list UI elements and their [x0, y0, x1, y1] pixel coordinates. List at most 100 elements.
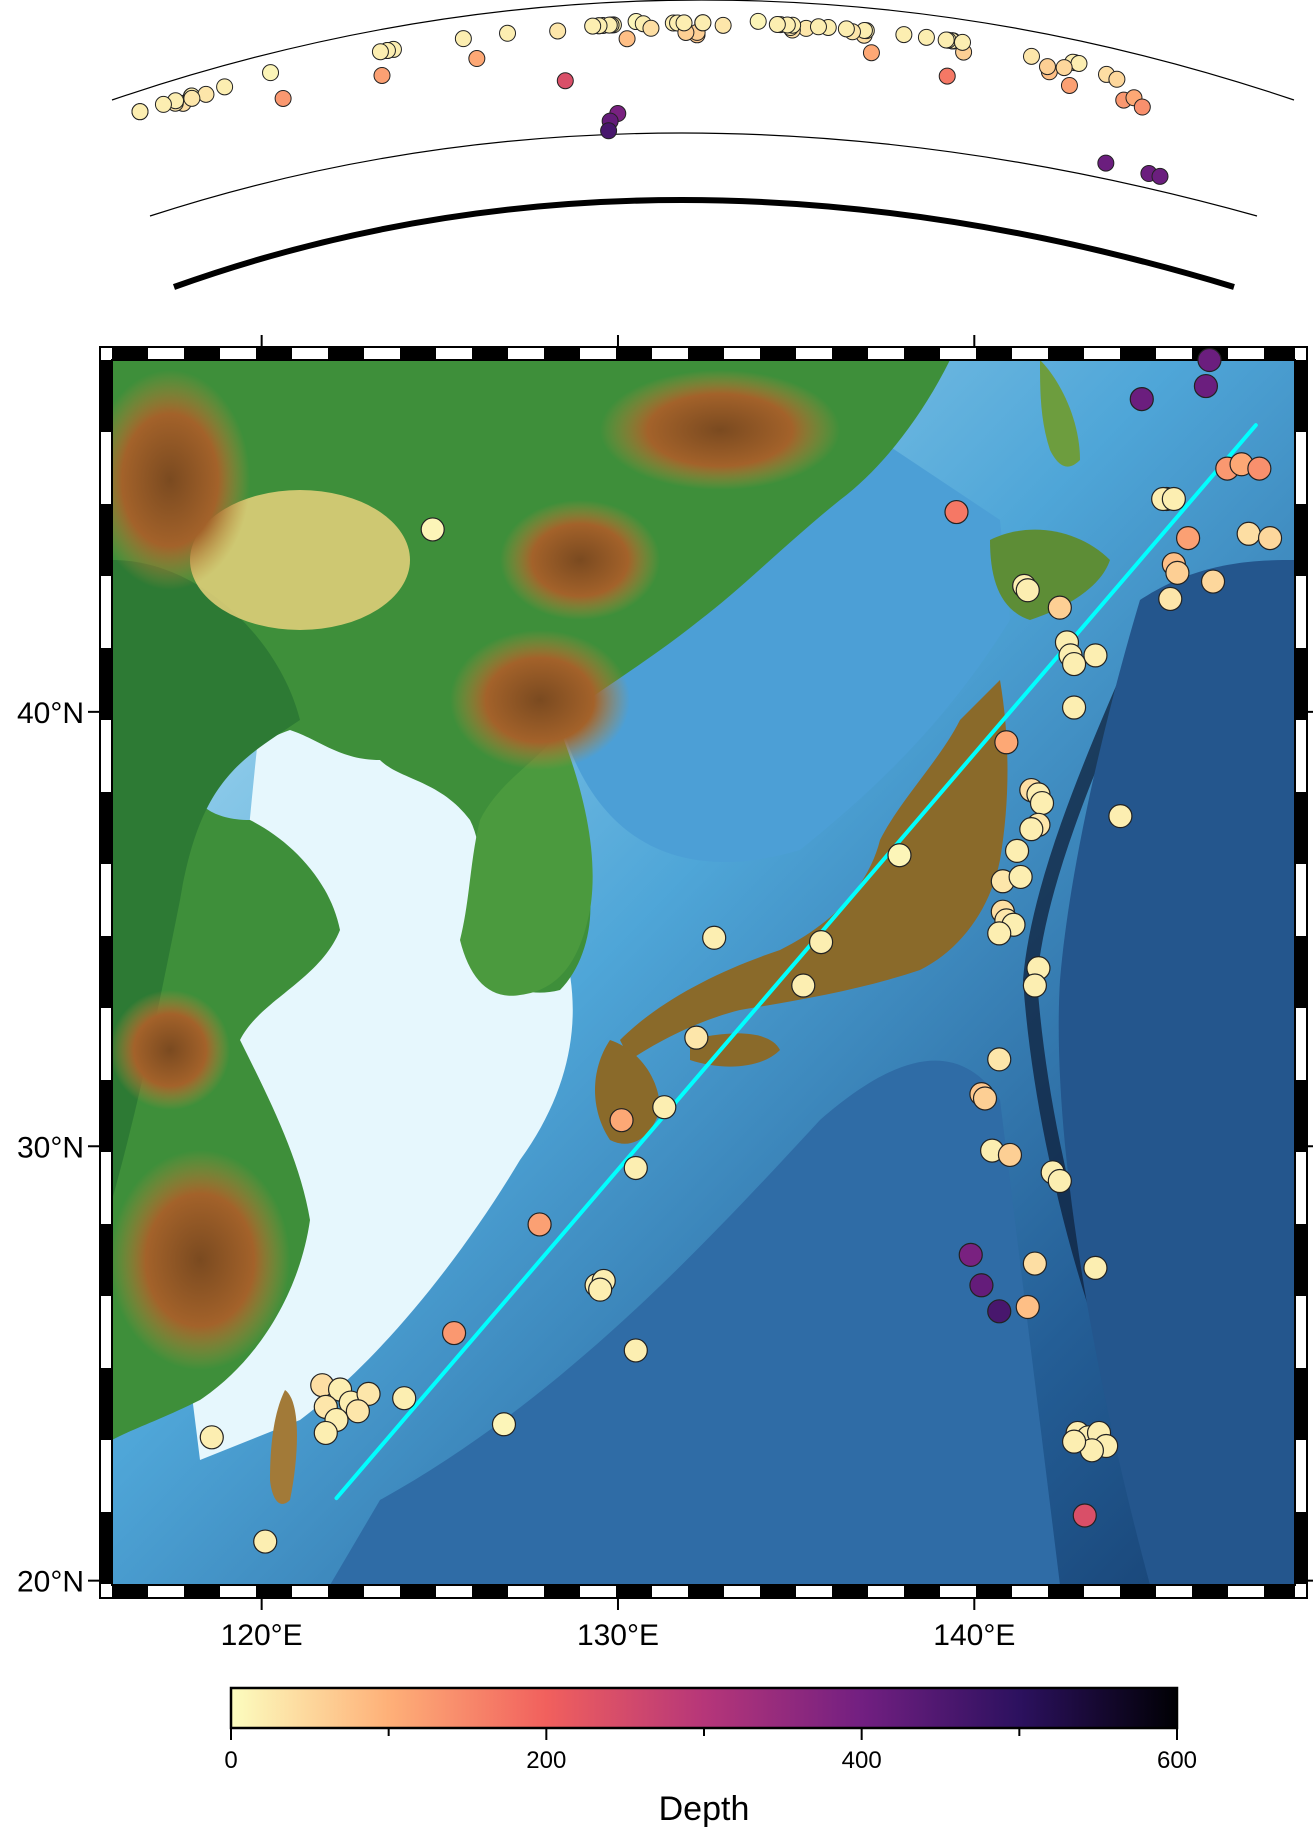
frame-bar	[101, 648, 112, 720]
section-event-marker	[556, 72, 574, 90]
section-event-marker	[274, 89, 292, 107]
earthquake-marker	[1029, 790, 1055, 816]
frame-bar	[1295, 792, 1306, 864]
earthquake-marker	[1015, 578, 1040, 603]
earthquake-marker	[987, 1299, 1012, 1324]
frame-bar	[616, 1586, 652, 1597]
earthquake-marker	[997, 1142, 1023, 1168]
earthquake-marker	[958, 1242, 983, 1267]
frame-bar	[101, 504, 112, 576]
section-event-marker	[499, 24, 517, 42]
section-event-marker	[954, 33, 972, 51]
honshu	[620, 680, 1008, 1060]
map-frame-checker	[101, 348, 1306, 1597]
section-event-marker	[1022, 47, 1040, 65]
earthquake-marker	[652, 1095, 677, 1120]
frame-bar	[101, 792, 112, 864]
earthquake-marker	[791, 973, 816, 998]
colorbar-tick-label: 600	[1157, 1747, 1197, 1774]
frame-bar	[544, 1586, 580, 1597]
longitude-tick-label: 140°E	[933, 1619, 1015, 1652]
colorbar-tick-label: 200	[526, 1747, 566, 1774]
earthquake-marker	[1129, 386, 1154, 412]
sakhalin	[1040, 360, 1080, 467]
section-event-marker	[154, 95, 172, 113]
frame-bar	[688, 348, 724, 359]
section-event-marker	[1070, 55, 1088, 73]
frame-bar	[1120, 1586, 1156, 1597]
earthquake-marker	[1015, 1294, 1040, 1320]
section-event-marker	[584, 17, 602, 35]
earthquake-marker	[420, 517, 445, 542]
section-events	[131, 12, 1169, 185]
earthquake-marker	[987, 921, 1012, 946]
longitude-ticks: 120°E 130°E 140°E	[221, 335, 1015, 1652]
earthquake-marker	[887, 843, 912, 868]
colorbar-tick-label: 400	[842, 1747, 882, 1774]
earthquake-marker	[392, 1386, 417, 1411]
earthquake-marker	[1161, 486, 1186, 512]
mainland-lowland	[112, 560, 300, 1200]
frame-bar	[1295, 1080, 1306, 1152]
earthquake-marker	[609, 1108, 634, 1133]
earthquake-marker	[623, 1155, 648, 1181]
frame-bar	[184, 1586, 220, 1597]
section-event-marker	[131, 103, 149, 121]
mountains-west	[112, 370, 250, 590]
earthquake-marker	[1176, 526, 1201, 551]
frame-bar	[101, 360, 112, 432]
frame-bar	[328, 1586, 364, 1597]
frame-bar	[400, 1586, 436, 1597]
section-event-marker	[216, 78, 234, 96]
section-event-marker	[1151, 167, 1169, 185]
earthquake-marker	[1047, 595, 1072, 620]
latitude-tick-label: 40°N	[17, 697, 84, 730]
section-event-marker	[937, 31, 955, 49]
section-event-marker	[618, 30, 636, 48]
frame-bar	[472, 1586, 508, 1597]
earthquake-marker	[1236, 521, 1261, 546]
section-event-marker	[262, 64, 280, 82]
frame-bar	[1264, 348, 1295, 359]
map-events	[199, 347, 1283, 1554]
earthquake-marker	[1022, 1251, 1047, 1276]
mountains-south-china	[112, 1150, 290, 1370]
section-event-marker	[1060, 76, 1078, 94]
longitude-tick-label: 120°E	[221, 1619, 303, 1652]
frame-bar	[1295, 1224, 1306, 1296]
cross-section-panel	[111, 0, 1295, 290]
frame-bar	[832, 348, 868, 359]
frame-bar	[1295, 1512, 1306, 1584]
frame-bar	[112, 1586, 148, 1597]
earthquake-marker	[1083, 643, 1108, 668]
earthquake-marker	[199, 1425, 224, 1450]
earthquake-marker	[1165, 560, 1190, 585]
earthquake-marker	[623, 1338, 648, 1363]
earthquake-marker	[253, 1529, 278, 1554]
mountains-manchuria	[500, 500, 660, 620]
frame-bar	[328, 348, 364, 359]
section-event-marker	[371, 43, 389, 61]
frame-bar	[1048, 1586, 1084, 1597]
philippine-sea	[330, 1060, 1060, 1585]
earthquake-marker	[441, 1320, 467, 1346]
section-event-marker	[373, 66, 391, 84]
frame-bar	[832, 1586, 868, 1597]
frame-bar	[1048, 348, 1084, 359]
colorbar-title: Depth	[659, 1790, 750, 1827]
frame-bar	[472, 348, 508, 359]
frame-bar	[1295, 936, 1306, 1008]
frame-bar	[101, 1080, 112, 1152]
mountains-north	[600, 370, 840, 490]
earthquake-marker	[808, 929, 834, 955]
earthquake-marker	[1158, 586, 1183, 612]
section-event-marker	[1038, 58, 1056, 76]
frame-bar	[976, 1586, 1012, 1597]
colorbar-bar	[229, 1686, 1179, 1730]
manchuria-plateau	[190, 490, 410, 630]
section-surface-arc	[111, 0, 1295, 101]
earthquake-marker	[1008, 864, 1033, 890]
earthquake-marker	[356, 1381, 381, 1406]
earthquake-marker	[1004, 838, 1030, 863]
